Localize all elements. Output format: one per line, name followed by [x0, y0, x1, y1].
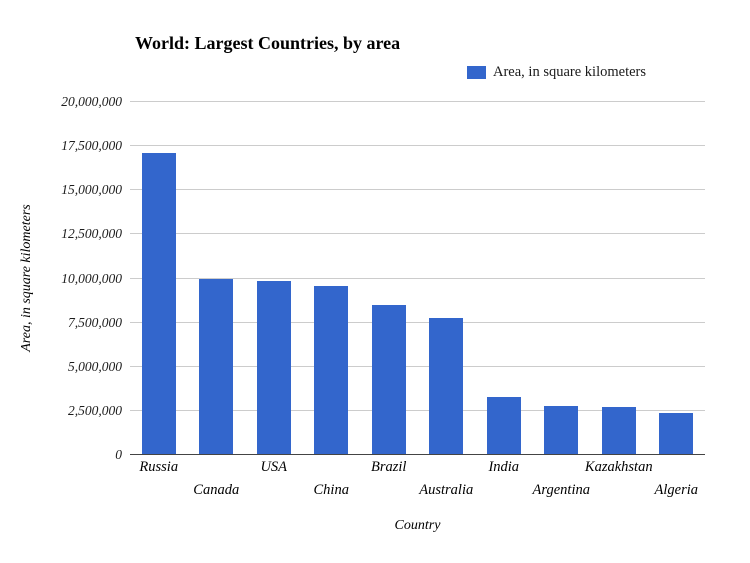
bar-usa[interactable]: [256, 281, 291, 455]
bar-kazakhstan[interactable]: [601, 406, 636, 455]
bar-argentina[interactable]: [544, 405, 579, 455]
bar-india[interactable]: [486, 396, 521, 455]
x-category-label-india: India: [488, 459, 520, 475]
y-tick-label: 12,500,000: [61, 226, 122, 242]
x-category-label-algeria: Algeria: [654, 482, 699, 498]
gridline: [130, 365, 705, 367]
y-tick-label: 20,000,000: [61, 94, 122, 109]
gridline: [130, 101, 705, 102]
y-tick-label: 15,000,000: [61, 182, 122, 198]
gridline: [130, 189, 705, 191]
bar-china[interactable]: [314, 285, 349, 455]
bar-russia[interactable]: [141, 153, 176, 455]
y-axis-tick-labels: 0 2,500,000 5,000,000 7,500,000 10,000,000 12…: [0, 94, 122, 462]
gridline: [130, 277, 705, 279]
x-category-label-australia: Australia: [419, 482, 474, 498]
x-category-label-kazakhstan: Kazakhstan: [584, 459, 653, 475]
x-category-label-argentina: Argentina: [532, 482, 590, 498]
legend: Area, in square kilometers: [467, 64, 646, 81]
bar-canada[interactable]: [199, 278, 234, 455]
x-axis-baseline: [130, 454, 705, 455]
chart-title: World: Largest Countries, by area: [135, 33, 401, 53]
x-category-label-canada: Canada: [193, 482, 240, 498]
legend-label: Area, in square kilometers: [493, 64, 647, 80]
gridline: [130, 321, 705, 323]
x-category-label-brazil: Brazil: [371, 459, 407, 475]
x-category-label-china: China: [313, 482, 349, 498]
bar-brazil[interactable]: [371, 304, 406, 455]
gridline: [130, 145, 705, 147]
y-tick-label: 2,500,000: [68, 402, 122, 418]
legend-swatch-icon: [467, 66, 486, 79]
y-tick-label: 5,000,000: [68, 358, 122, 374]
gridline: [130, 409, 705, 411]
x-axis-title: Country: [394, 518, 441, 533]
y-tick-label: 7,500,000: [68, 314, 122, 330]
gridline: [130, 233, 705, 235]
bar-algeria[interactable]: [659, 412, 694, 455]
y-tick-label: 0: [115, 447, 122, 462]
x-category-label-usa: USA: [260, 459, 288, 475]
plot-area: [130, 101, 705, 455]
y-tick-label: 10,000,000: [61, 270, 122, 286]
x-axis-category-labels: Russia Canada USA China Brazil Australia India…: [130, 459, 705, 507]
bar-australia[interactable]: [429, 318, 464, 455]
x-category-label-russia: Russia: [139, 459, 179, 475]
y-tick-label: 17,500,000: [61, 138, 122, 154]
